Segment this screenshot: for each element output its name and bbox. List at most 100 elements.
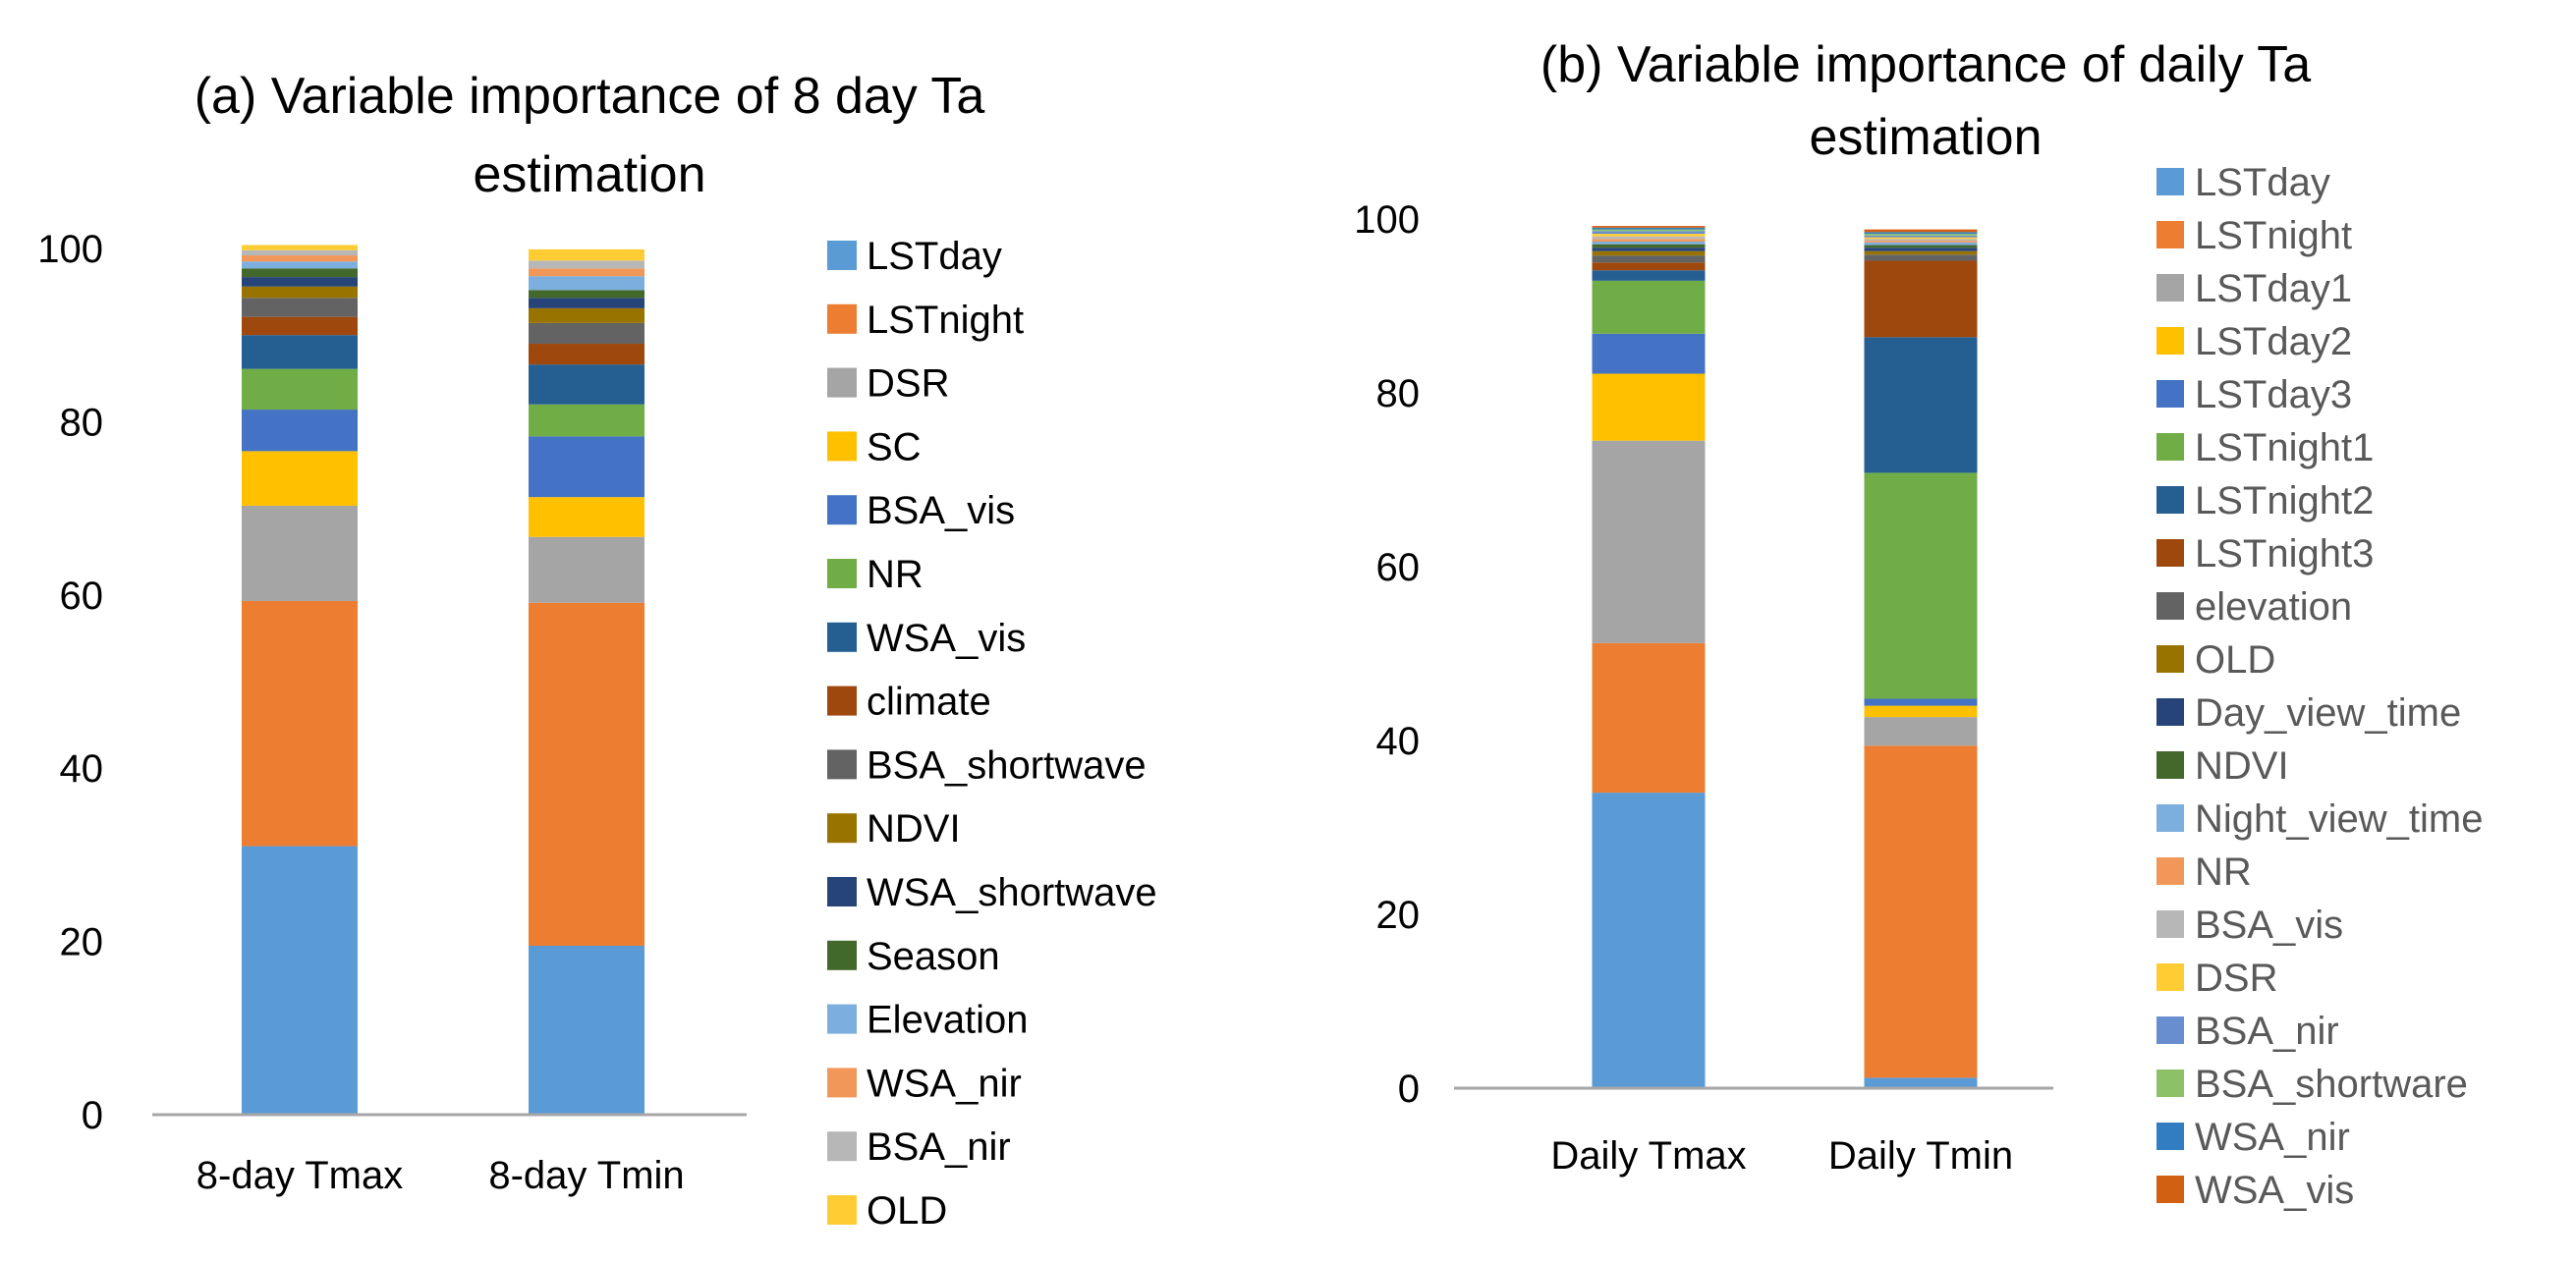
- chart-b-legend-swatch-Day_view_time: [2156, 698, 2184, 726]
- chart-b-category-2: Daily Tmin: [1828, 1134, 2013, 1178]
- chart-b-bar-1-seg-LSTnight2: [1592, 270, 1706, 281]
- chart-b-category-1: Daily Tmax: [1550, 1134, 1746, 1178]
- chart-a-category-2: 8-day Tmin: [488, 1154, 684, 1197]
- chart-a-legend-swatch-NR: [827, 559, 857, 588]
- chart-b-legend-label-LSTday2: LSTday2: [2195, 320, 2352, 363]
- chart-a-legend-swatch-OLD: [827, 1195, 857, 1225]
- chart-b-bar-2-seg-LSTday: [1864, 1077, 1978, 1088]
- chart-a-bar-2-seg-BSA_shortwave: [529, 322, 644, 345]
- chart-b-legend-label-LSTday1: LSTday1: [2195, 267, 2352, 310]
- chart-b-title-line-2: estimation: [1810, 109, 2043, 166]
- chart-b-legend-swatch-LSTday2: [2156, 327, 2184, 355]
- chart-a-bar-1-seg-OLD: [242, 245, 358, 250]
- chart-b-legend-swatch-elevation: [2156, 592, 2184, 620]
- chart-b-bar-1-seg-LSTday: [1592, 793, 1706, 1088]
- chart-b-bar-2-seg-BSA_vis: [1864, 239, 1978, 242]
- chart-b-legend-label-LSTnight1: LSTnight1: [2195, 426, 2374, 469]
- chart-b-bar-1-seg-LSTday1: [1592, 440, 1706, 643]
- chart-b-bar-1-seg-LSTday3: [1592, 333, 1706, 374]
- chart-b-legend-label-BSA_nir: BSA_nir: [2195, 1010, 2339, 1053]
- chart-b-bar-1-seg-BSA_nir: [1592, 231, 1706, 235]
- chart-a-title-line-1: (a) Variable importance of 8 day Ta: [195, 68, 985, 125]
- chart-a-bar-1-seg-BSA_nir: [242, 249, 358, 256]
- chart-a-bar-2-seg-BSA_nir: [529, 260, 644, 269]
- chart-b-ytick-40: 40: [1376, 720, 1421, 763]
- chart-a-legend-label-NR: NR: [867, 553, 924, 596]
- chart-a-bar-2-seg-DSR: [529, 536, 644, 603]
- chart-b-legend-swatch-BSA_nir: [2156, 1016, 2184, 1044]
- chart-b-legend-label-LSTday: LSTday: [2195, 161, 2330, 204]
- chart-a-bar-2-seg-Elevation: [529, 276, 644, 291]
- chart-a-legend-swatch-climate: [827, 686, 857, 716]
- chart-a-ytick-100: 100: [37, 228, 103, 271]
- chart-a-legend-label-Season: Season: [867, 935, 1000, 978]
- chart-b-legend-swatch-BSA_shortware: [2156, 1070, 2184, 1097]
- chart-b-bar-1-seg-LSTday2: [1592, 373, 1706, 441]
- chart-b-legend-label-Night_view_time: Night_view_time: [2195, 797, 2483, 841]
- chart-b-legend-label-LSTnight2: LSTnight2: [2195, 479, 2374, 522]
- chart-b-legend-swatch-DSR: [2156, 963, 2184, 991]
- chart-a-bar-2-seg-WSA_nir: [529, 268, 644, 277]
- chart-b-legend-swatch-LSTnight: [2156, 221, 2184, 248]
- chart-b-bar-2-seg-LSTnight2: [1864, 337, 1978, 473]
- chart-b-bar-2-seg-Day_view_time: [1864, 247, 1978, 251]
- chart-b-legend-swatch-LSTnight2: [2156, 486, 2184, 514]
- chart-b-ytick-60: 60: [1376, 546, 1421, 589]
- chart-a-legend-swatch-Season: [827, 940, 857, 970]
- chart-a-bar-2-seg-SC: [529, 497, 644, 537]
- chart-a-bar-1-seg-WSA_vis: [242, 335, 358, 369]
- chart-a-legend-label-BSA_vis: BSA_vis: [867, 489, 1015, 532]
- chart-a-bar-1-seg-BSA_vis: [242, 410, 358, 452]
- chart-a-legend-label-climate: climate: [867, 681, 991, 724]
- chart-a-bar-2-seg-WSA_vis: [529, 364, 644, 405]
- chart-a-8day: (a) Variable importance of 8 day Ta estim…: [37, 68, 1156, 1233]
- chart-a-legend-label-Elevation: Elevation: [867, 999, 1029, 1042]
- chart-b-bar-1-seg-WSA_vis: [1592, 226, 1706, 228]
- chart-b-bar-2-seg-BSA_shortware: [1864, 234, 1978, 236]
- chart-b-legend-swatch-NDVI: [2156, 751, 2184, 779]
- chart-a-legend-label-LSTday: LSTday: [867, 235, 1002, 278]
- chart-b-daily: (b) Variable importance of daily Ta estim…: [1354, 36, 2483, 1212]
- chart-b-legend-label-NR: NR: [2195, 850, 2252, 894]
- chart-a-bar-1-seg-Season: [242, 268, 358, 278]
- chart-b-ytick-0: 0: [1398, 1068, 1420, 1111]
- chart-b-legend-label-LSTday3: LSTday3: [2195, 373, 2352, 416]
- chart-b-bar-1-seg-BSA_vis: [1592, 236, 1706, 240]
- chart-b-legend-label-LSTnight3: LSTnight3: [2195, 532, 2374, 576]
- chart-a-bar-1-seg-NR: [242, 368, 358, 411]
- chart-b-bar-1-seg-NR: [1592, 239, 1706, 243]
- chart-a-legend-swatch-LSTday: [827, 241, 857, 270]
- chart-b-bar-1-seg-NDVI: [1592, 244, 1706, 248]
- chart-b-legend-label-elevation: elevation: [2195, 585, 2352, 629]
- chart-a-ytick-40: 40: [60, 747, 104, 791]
- chart-a-legend-label-OLD: OLD: [867, 1189, 947, 1233]
- chart-a-bar-1-seg-WSA_shortwave: [242, 277, 358, 287]
- chart-a-legend-swatch-WSA_nir: [827, 1068, 857, 1098]
- chart-b-legend-swatch-LSTday1: [2156, 274, 2184, 302]
- chart-a-legend-swatch-BSA_vis: [827, 495, 857, 525]
- chart-a-bar-1-seg-Elevation: [242, 261, 358, 269]
- chart-a-legend-label-DSR: DSR: [867, 362, 949, 406]
- chart-b-bar-2-seg-LSTnight3: [1864, 260, 1978, 338]
- chart-a-ytick-80: 80: [60, 401, 104, 444]
- chart-b-legend-swatch-OLD: [2156, 645, 2184, 673]
- chart-b-bar-1-seg-LSTnight: [1592, 642, 1706, 794]
- chart-a-title-line-2: estimation: [474, 146, 706, 203]
- chart-b-legend-swatch-LSTnight3: [2156, 539, 2184, 567]
- chart-a-legend-swatch-LSTnight: [827, 303, 857, 334]
- chart-b-ytick-20: 20: [1376, 894, 1421, 937]
- chart-a-bar-2-seg-WSA_shortwave: [529, 298, 644, 308]
- chart-b-bar-2-seg-elevation: [1864, 254, 1978, 261]
- chart-a-bar-1-seg-WSA_nir: [242, 255, 358, 262]
- chart-a-bar-2-seg-LSTnight: [529, 602, 644, 947]
- chart-a-legend-swatch-BSA_shortwave: [827, 749, 857, 780]
- chart-b-bar-2-seg-OLD: [1864, 250, 1978, 255]
- chart-b-ytick-80: 80: [1376, 372, 1421, 415]
- chart-b-legend-label-Day_view_time: Day_view_time: [2195, 691, 2461, 735]
- chart-b-bar-2-seg-NDVI: [1864, 245, 1978, 248]
- chart-a-legend-swatch-BSA_nir: [827, 1131, 857, 1162]
- chart-a-bar-2-seg-NDVI: [529, 307, 644, 323]
- chart-a-legend-label-WSA_vis: WSA_vis: [867, 617, 1026, 660]
- chart-a-ytick-20: 20: [60, 921, 104, 964]
